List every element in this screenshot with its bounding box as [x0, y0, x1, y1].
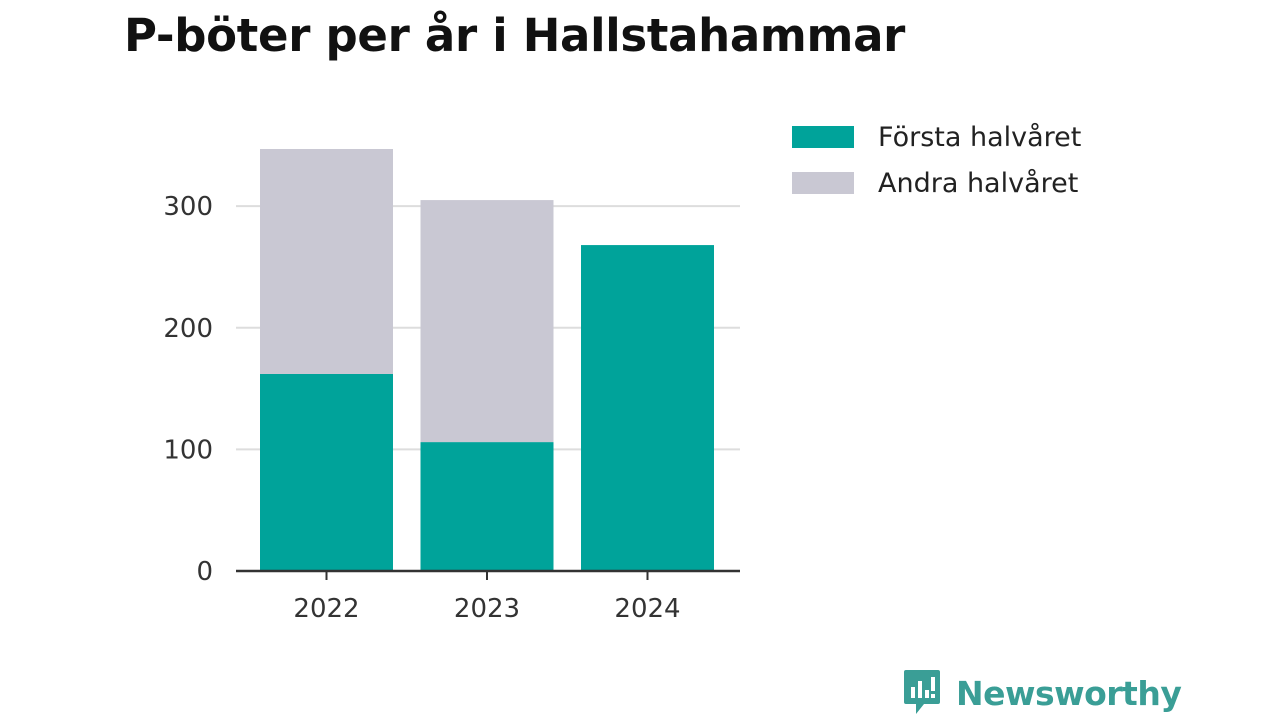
legend-item-second-half: Andra halvåret: [792, 160, 1081, 206]
legend-swatch-first-half: [792, 126, 854, 148]
legend-swatch-second-half: [792, 172, 854, 194]
bar-2024-first-half: [581, 245, 714, 571]
bar-2023-second-half: [420, 200, 554, 443]
bar-2023-first-half: [420, 442, 554, 571]
y-tick-label-100: 100: [163, 435, 213, 465]
x-tick-label-2023: 2023: [454, 594, 520, 624]
brand-logo: Newsworthy: [902, 668, 1182, 718]
legend-label-second-half: Andra halvåret: [878, 167, 1079, 199]
axes: 0 100 200 300 2022 2023 2024: [163, 192, 740, 624]
legend-item-first-half: Första halvåret: [792, 114, 1081, 160]
y-tick-label-300: 300: [163, 192, 213, 222]
legend: Första halvåret Andra halvåret: [792, 114, 1081, 206]
brand-name: Newsworthy: [956, 673, 1182, 713]
bar-2022-second-half: [260, 149, 393, 374]
newsworthy-logo-icon: [904, 670, 940, 714]
x-tick-label-2024: 2024: [614, 594, 680, 624]
legend-label-first-half: Första halvåret: [878, 121, 1082, 153]
bar-2022-first-half: [260, 373, 393, 571]
y-tick-label-0: 0: [196, 557, 213, 587]
x-tick-label-2022: 2022: [293, 594, 359, 624]
y-tick-label-200: 200: [163, 314, 213, 344]
bars: [260, 149, 714, 571]
chart-title: P-böter per år i Hallstahammar: [124, 9, 906, 62]
